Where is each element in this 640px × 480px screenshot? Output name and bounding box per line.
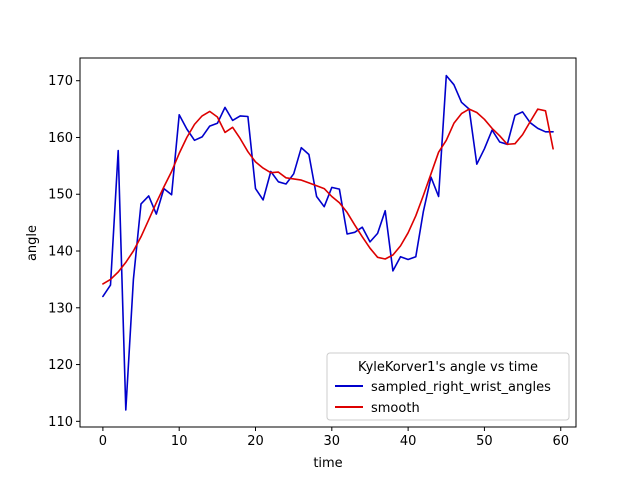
x-tick-label: 20 — [247, 434, 264, 449]
x-tick-label: 10 — [171, 434, 188, 449]
y-tick-label: 110 — [48, 415, 73, 430]
legend-title: KyleKorver1's angle vs time — [358, 360, 538, 375]
legend-label-smooth: smooth — [371, 401, 420, 416]
series-line-smooth — [102, 108, 554, 285]
y-axis: 110 120 130 140 150 160 170 — [48, 74, 80, 430]
x-tick-label: 50 — [476, 434, 493, 449]
x-tick-label: 60 — [552, 434, 569, 449]
x-axis-label: time — [313, 456, 342, 471]
x-tick-label: 40 — [400, 434, 417, 449]
y-tick-label: 130 — [48, 301, 73, 316]
y-tick-label: 150 — [48, 188, 73, 203]
y-tick-label: 140 — [48, 245, 73, 260]
y-tick-label: 160 — [48, 131, 73, 146]
series-line-sampled-right-wrist-angles — [102, 74, 554, 411]
y-tick-label: 120 — [48, 358, 73, 373]
x-axis: 0 10 20 30 40 50 60 — [99, 427, 569, 449]
y-tick-label: 170 — [48, 74, 73, 89]
series-layer — [102, 74, 554, 411]
x-tick-label: 30 — [324, 434, 341, 449]
y-axis-label: angle — [25, 225, 40, 261]
legend-label-sampled: sampled_right_wrist_angles — [371, 380, 551, 395]
legend: KyleKorver1's angle vs time sampled_righ… — [326, 352, 570, 421]
x-tick-label: 0 — [99, 434, 107, 449]
legend-box — [326, 352, 570, 421]
